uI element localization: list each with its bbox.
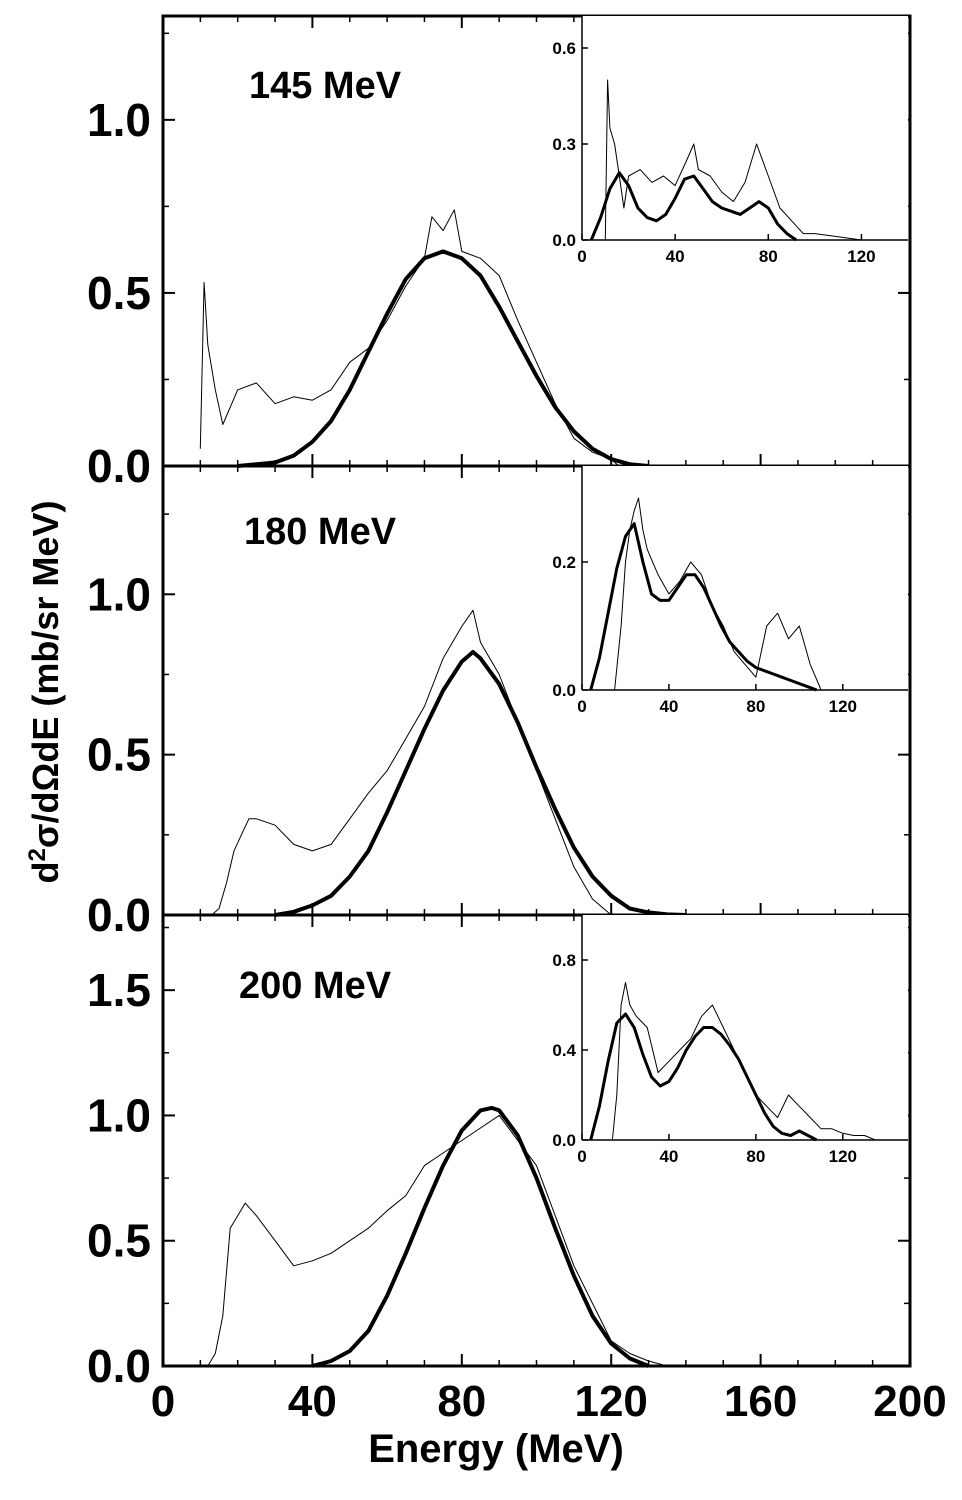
panel-bottom-series-fit [311, 1105, 650, 1368]
panel-bottom-inset-series-fit [589, 1012, 818, 1142]
panel-bottom-ytick-label: 1.0 [87, 1089, 151, 1141]
panel-middle-series-fit [274, 650, 686, 917]
panel-middle-inset: 0 40 80 120 0.0 0.2 [552, 466, 908, 716]
panel-bottom-inset-series-data [611, 982, 876, 1141]
panel-bottom-xtick-label: 40 [288, 1377, 337, 1426]
panel-middle-inset-series-data [614, 497, 822, 691]
panel-bottom-ytick-label: 0.5 [87, 1215, 151, 1267]
panel-bottom-xtick-label: 0 [151, 1377, 175, 1426]
panel-top-inset-xtick-label: 80 [759, 247, 778, 266]
panel-bottom-ytick-label: 1.5 [87, 964, 151, 1016]
panel-bottom-xtick-label: 160 [724, 1377, 797, 1426]
panel-top-inset-ytick-label: 0.3 [552, 135, 576, 154]
panel-middle-ytick-label: 1.0 [87, 568, 151, 620]
panel-middle: 0.0 0.5 1.0 180 MeV 0 40 80 120 0.0 0.2 [87, 464, 912, 941]
panel-top-inset-ytick-label: 0.6 [552, 39, 576, 58]
panel-bottom-inset-ytick-label: 0.0 [552, 1131, 576, 1150]
panel-top-inset-xtick-label: 120 [847, 247, 875, 266]
panel-bottom-inset-xtick-label: 120 [829, 1147, 857, 1166]
panel-top-inset: 0 40 80 120 0.0 0.3 0.6 [552, 16, 908, 266]
panel-bottom: 0 40 80 120 160 200 0.0 0.5 1.0 1.5 200 MeV 0 40 80 12… [87, 913, 947, 1426]
panel-top-energy-label: 145 MeV [249, 65, 402, 107]
panel-middle-inset-xtick-label: 0 [577, 697, 586, 716]
panel-bottom-inset-xtick-label: 40 [659, 1147, 678, 1166]
panel-middle-inset-xtick-label: 80 [746, 697, 765, 716]
panel-middle-inset-ytick-label: 0.2 [552, 553, 576, 572]
panel-middle-inset-series-fit [589, 522, 818, 692]
panel-bottom-xtick-label: 120 [574, 1377, 647, 1426]
panel-top-inset-ytick-label: 0.0 [552, 231, 576, 250]
panel-bottom-inset-bg [582, 915, 908, 1140]
panel-top-inset-series-data [604, 79, 885, 241]
y-axis-title: d2σ/dΩdE (mb/sr MeV) [24, 501, 67, 884]
panel-bottom-ytick-label: 0.0 [87, 1340, 151, 1392]
panel-bottom-energy-label: 200 MeV [239, 965, 392, 1007]
panel-bottom-inset-ytick-label: 0.4 [552, 1041, 576, 1060]
panel-middle-inset-bg [582, 466, 908, 690]
panel-top-inset-xtick-label: 40 [666, 247, 685, 266]
y-axis-title-rest: σ/dΩdE (mb/sr MeV) [25, 501, 66, 849]
panel-middle-inset-xtick-label: 40 [659, 697, 678, 716]
panel-top-inset-series-fit [589, 171, 798, 242]
panel-middle-ytick-label: 0.0 [87, 889, 151, 941]
panels: 0.0 0.5 1.0 145 MeV 0 40 80 120 0.0 0.3 0.6 0.0 0.5 1… [87, 14, 947, 1426]
panel-top-ytick-label: 1.0 [87, 94, 151, 146]
panel-top-series-fit [237, 249, 649, 468]
y-axis-title-d: d [25, 861, 66, 883]
panel-top-series-data [199, 209, 620, 467]
panel-top-inset-bg [582, 16, 908, 240]
panel-bottom-xtick-label: 200 [873, 1377, 946, 1426]
x-axis-title: Energy (MeV) [368, 1427, 624, 1471]
panel-middle-ytick-label: 0.5 [87, 729, 151, 781]
panel-bottom-inset-xtick-label: 80 [746, 1147, 765, 1166]
panel-middle-inset-xtick-label: 120 [829, 697, 857, 716]
panel-bottom-xtick-label: 80 [437, 1377, 486, 1426]
panel-top-ytick-label: 0.5 [87, 267, 151, 319]
y-axis-title-sup: 2 [24, 848, 51, 861]
panel-top-ytick-label: 0.0 [87, 440, 151, 492]
panel-middle-inset-ytick-label: 0.0 [552, 681, 576, 700]
panel-bottom-inset-xtick-label: 0 [577, 1147, 586, 1166]
panel-middle-energy-label: 180 MeV [244, 511, 397, 553]
panel-bottom-inset: 0 40 80 120 0.0 0.4 0.8 [552, 915, 908, 1166]
panel-bottom-series-data [207, 1114, 668, 1367]
panel-bottom-inset-ytick-label: 0.8 [552, 951, 576, 970]
panel-top-inset-xtick-label: 0 [577, 247, 586, 266]
panel-top: 0.0 0.5 1.0 145 MeV 0 40 80 120 0.0 0.3 0.6 [87, 14, 912, 492]
